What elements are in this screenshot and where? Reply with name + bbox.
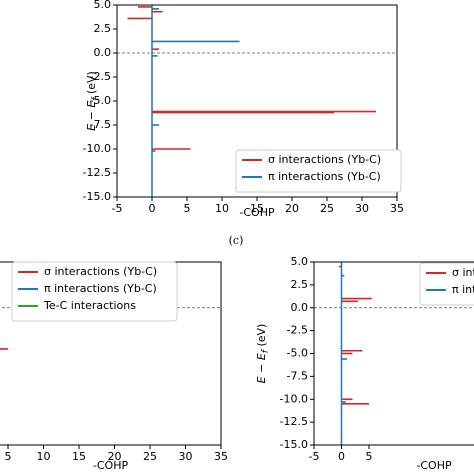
legend-label: Te-C interactions — [43, 299, 136, 312]
x-axis-label: -COHP — [93, 459, 129, 472]
x-tick-label: 5 — [184, 202, 191, 215]
y-tick-label: -12.5 — [83, 166, 111, 179]
y-label-sub: f — [261, 348, 271, 353]
legend-box — [235, 149, 402, 193]
y-label-main: E − E — [255, 353, 268, 383]
x-tick-label: 15 — [250, 202, 264, 215]
legend-label: σ inte — [452, 266, 474, 279]
y-tick-label: -2.5 — [90, 70, 111, 83]
y-tick-label: 5.0 — [94, 0, 112, 11]
y-tick-label: -15.0 — [83, 190, 111, 203]
y-tick-label: 0.0 — [94, 46, 112, 59]
legend-box — [11, 261, 178, 322]
x-tick-label: 25 — [143, 450, 157, 463]
y-label-sub: f — [91, 96, 101, 101]
legend-label: σ interactions (Yb-C) — [44, 265, 157, 278]
x-tick-label: 30 — [179, 450, 193, 463]
y-label-unit: (eV) — [255, 324, 268, 350]
y-tick-label: -7.5 — [90, 118, 111, 131]
y-tick-label: 0.0 — [291, 301, 309, 314]
x-tick-label: 5 — [366, 450, 373, 463]
y-tick-label: -10.0 — [280, 392, 308, 405]
x-tick-label: 15 — [72, 450, 86, 463]
y-tick-label: -5.0 — [90, 94, 111, 107]
x-axis-label: -COHP — [239, 206, 275, 219]
x-tick-label: -5 — [309, 450, 320, 463]
y-tick-label: 5.0 — [291, 255, 309, 268]
legend-label: π interactions (Yb-C) — [268, 170, 381, 183]
y-tick-label: -7.5 — [287, 369, 308, 382]
y-tick-label: 2.5 — [94, 22, 112, 35]
x-tick-label: 0 — [338, 450, 345, 463]
y-tick-label: -5.0 — [287, 347, 308, 360]
legend-label: π inte — [452, 283, 474, 296]
y-axis-label: E − Ef (eV) — [255, 324, 271, 384]
y-tick-label: 2.5 — [291, 278, 309, 291]
x-tick-label: 10 — [215, 202, 229, 215]
x-tick-label: -5 — [112, 202, 123, 215]
x-tick-label: 0 — [149, 202, 156, 215]
x-tick-label: 20 — [108, 450, 122, 463]
x-tick-label: 30 — [355, 202, 369, 215]
x-tick-label: 35 — [214, 450, 228, 463]
x-tick-label: 5 — [5, 450, 12, 463]
x-axis-label: -COHP — [416, 459, 452, 472]
legend-label: π interactions (Yb-C) — [44, 282, 157, 295]
y-axis-label: E − Ef (eV) — [85, 71, 101, 131]
legend-label: σ interactions (Yb-C) — [268, 153, 381, 166]
y-tick-label: -10.0 — [83, 142, 111, 155]
y-tick-label: -12.5 — [280, 415, 308, 428]
x-tick-label: 20 — [285, 202, 299, 215]
panel-caption: (c) — [229, 234, 244, 247]
y-label-main: E − E — [85, 101, 98, 131]
x-tick-label: 10 — [37, 450, 51, 463]
y-label-unit: (eV) — [85, 71, 98, 97]
y-tick-label: -15.0 — [280, 438, 308, 451]
y-tick-label: -2.5 — [287, 324, 308, 337]
x-tick-label: 25 — [320, 202, 334, 215]
x-tick-label: 35 — [390, 202, 404, 215]
